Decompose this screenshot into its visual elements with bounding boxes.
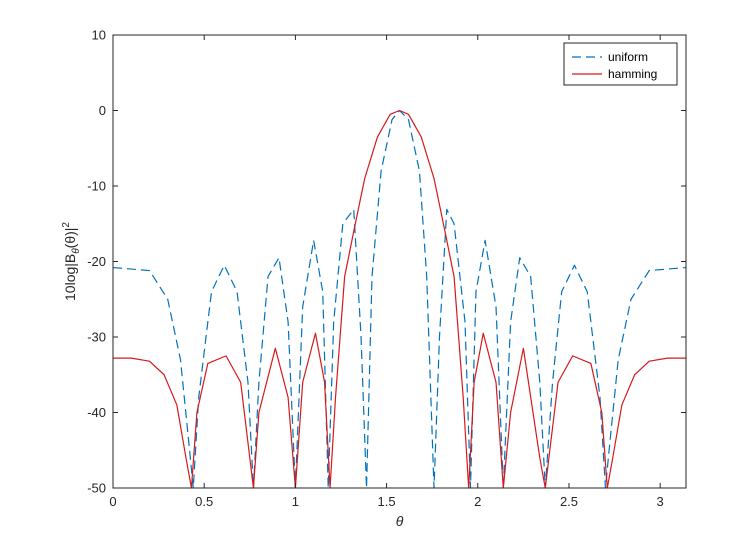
series-layer — [112, 109, 687, 489]
plot-area — [113, 35, 686, 488]
y-axis-label-paren: (θ)| — [62, 228, 78, 249]
series-line-hamming — [113, 109, 686, 489]
y-tick-label: -50 — [87, 481, 106, 496]
legend-label-hamming: hamming — [608, 67, 657, 81]
y-tick-label: -30 — [87, 330, 106, 345]
y-axis-label-main: 10log|B — [62, 254, 78, 301]
y-tick-label: -20 — [87, 254, 106, 269]
legend-box — [563, 42, 678, 86]
x-tick-label: 3 — [657, 494, 664, 509]
x-tick-label: 1.5 — [378, 494, 396, 509]
y-axis-label: 10log|Bθ(θ)|2 — [61, 222, 82, 301]
legend: uniform hamming — [563, 42, 678, 86]
tick-layer: 0 0.5 1 1.5 2 2.5 3 10 0 -10 -20 -30 -40 -50 — [87, 28, 686, 509]
legend-label-uniform: uniform — [608, 50, 648, 64]
y-tick-label: -40 — [87, 405, 106, 420]
x-tick-label: 0.5 — [195, 494, 213, 509]
y-tick-label: 0 — [99, 103, 106, 118]
y-tick-label: -10 — [87, 179, 106, 194]
x-tick-label: 1 — [292, 494, 299, 509]
x-tick-label: 2.5 — [560, 494, 578, 509]
x-axis-label: θ — [396, 513, 404, 529]
x-tick-label: 2 — [474, 494, 481, 509]
y-tick-label: 10 — [92, 28, 106, 43]
y-axis-label-sub: θ — [71, 248, 82, 254]
y-axis-label-sup: 2 — [61, 222, 72, 228]
x-tick-label: 0 — [109, 494, 116, 509]
